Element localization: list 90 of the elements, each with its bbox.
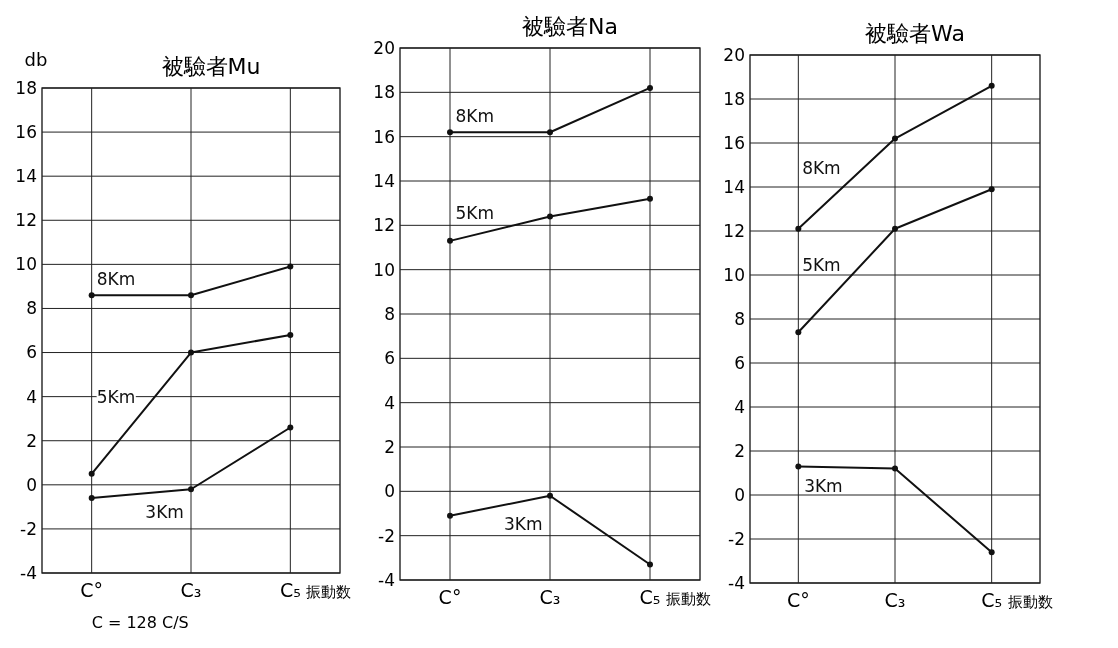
y-tick-label: -4	[20, 562, 37, 583]
series-label: 3Km	[804, 475, 843, 496]
point	[647, 195, 653, 202]
series-label: 3Km	[504, 513, 543, 534]
point	[988, 186, 995, 193]
point	[447, 237, 453, 244]
point	[547, 213, 553, 220]
x-tick-label: C₅	[639, 586, 661, 608]
y-tick-label: 10	[373, 259, 395, 280]
y-tick-label: 20	[373, 37, 395, 58]
series-label: 8Km	[802, 157, 841, 178]
y-tick-label: 0	[384, 481, 395, 502]
point	[447, 512, 453, 519]
point	[795, 329, 802, 336]
series-label: 5Km	[455, 202, 494, 223]
point	[88, 292, 95, 299]
chart-title: 被驗者Na	[522, 14, 618, 39]
series-label: 5Km	[802, 254, 841, 275]
point	[892, 225, 898, 232]
x-axis-title: 振動数	[1007, 593, 1053, 611]
y-tick-label: -2	[728, 528, 745, 549]
point	[547, 129, 553, 136]
y-tick-label: 20	[723, 44, 745, 65]
y-axis-title: db	[24, 49, 48, 70]
y-tick-label: 16	[373, 126, 395, 147]
point	[647, 561, 653, 568]
series-label: 3Km	[145, 501, 184, 522]
point	[988, 549, 995, 556]
x-tick-label: C°	[786, 589, 810, 611]
point	[287, 331, 294, 338]
y-tick-label: 14	[723, 176, 745, 197]
y-tick-label: 8	[384, 303, 395, 324]
x-tick-label: C₃	[180, 579, 202, 601]
y-tick-label: 18	[15, 77, 37, 98]
y-tick-label: 10	[723, 264, 745, 285]
y-tick-label: 8	[734, 308, 745, 329]
x-tick-label: C₃	[539, 586, 561, 608]
point	[795, 463, 802, 470]
y-tick-label: 4	[384, 392, 395, 413]
point	[188, 349, 194, 356]
y-tick-label: 4	[26, 386, 37, 407]
y-tick-label: 12	[373, 215, 395, 236]
y-tick-label: 18	[373, 82, 395, 103]
y-tick-label: 0	[26, 474, 37, 495]
y-tick-label: 12	[723, 220, 745, 241]
y-tick-label: 2	[384, 436, 395, 457]
x-tick-label: C₅	[279, 579, 301, 601]
y-tick-label: 16	[723, 132, 745, 153]
point	[447, 129, 453, 136]
y-tick-label: 6	[384, 348, 395, 369]
y-tick-label: -4	[378, 569, 395, 590]
y-tick-label: 14	[373, 170, 395, 191]
point	[892, 135, 898, 142]
y-tick-label: -4	[728, 572, 745, 593]
y-tick-label: 2	[26, 430, 37, 451]
point	[287, 263, 294, 270]
y-tick-label: 16	[15, 122, 37, 143]
y-tick-label: 18	[723, 88, 745, 109]
text: C = 128 C/S	[91, 613, 189, 632]
y-tick-label: -2	[378, 525, 395, 546]
point	[547, 492, 553, 499]
y-tick-label: 0	[734, 484, 745, 505]
y-tick-label: 10	[15, 254, 37, 275]
series-label: 8Km	[96, 269, 136, 290]
chart-title: 被驗者Wa	[865, 21, 965, 46]
y-tick-label: 6	[734, 352, 745, 373]
y-tick-label: 6	[26, 342, 37, 363]
point	[188, 292, 194, 299]
point	[647, 84, 653, 91]
x-axis-title: 振動数	[306, 583, 352, 601]
chart-title: 被驗者Mu	[161, 54, 261, 79]
y-tick-label: 8	[26, 298, 37, 319]
point	[892, 465, 898, 472]
point	[988, 82, 995, 89]
point	[287, 424, 294, 431]
x-tick-label: C₅	[981, 589, 1003, 611]
point	[88, 495, 95, 502]
x-tick-label: C°	[80, 579, 104, 601]
y-tick-label: 12	[15, 210, 37, 231]
point	[188, 486, 194, 493]
x-tick-label: C₃	[884, 589, 906, 611]
x-tick-label: C°	[438, 586, 462, 608]
y-tick-label: 14	[15, 166, 37, 187]
point	[88, 470, 95, 477]
y-tick-label: 2	[734, 440, 745, 461]
x-axis-title: 振動数	[666, 590, 711, 608]
point	[795, 225, 802, 232]
y-tick-label: -2	[20, 518, 37, 539]
y-tick-label: 4	[734, 396, 745, 417]
series-label: 8Km	[455, 106, 494, 127]
